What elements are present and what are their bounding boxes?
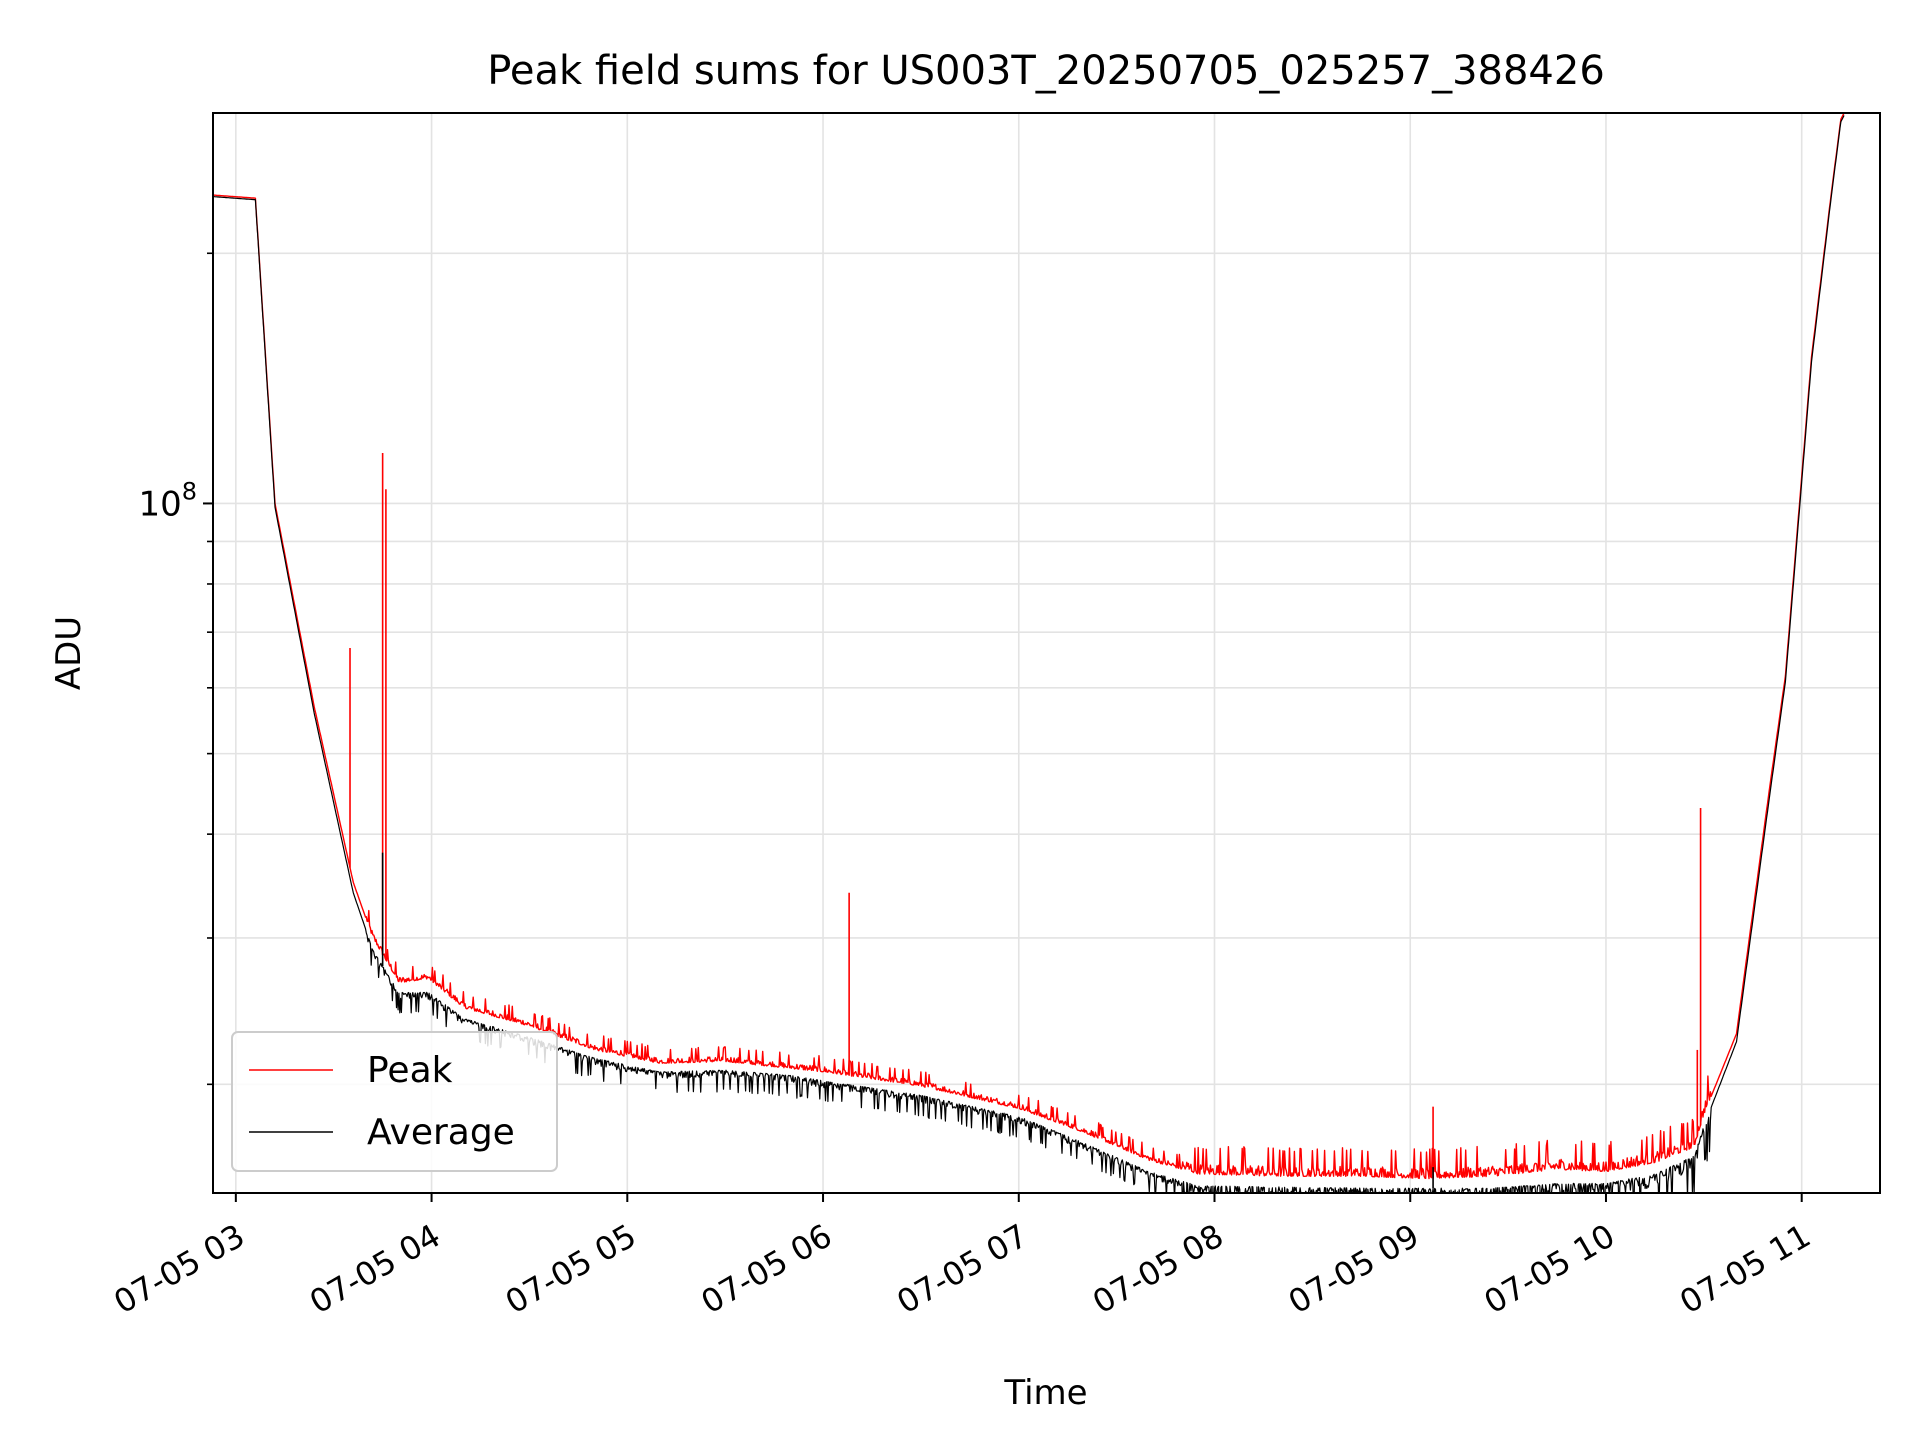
y-tick-label: 108 bbox=[138, 477, 197, 524]
plot-frame bbox=[212, 112, 1881, 1194]
legend-label-average: Average bbox=[367, 1112, 515, 1153]
legend-label-peak: Peak bbox=[367, 1050, 453, 1091]
series-line-peak bbox=[213, 113, 1845, 1180]
y-axis: 108 bbox=[138, 252, 213, 1086]
legend: Peak Average bbox=[231, 1031, 558, 1172]
y-axis-label: ADU bbox=[49, 616, 89, 690]
y-tick-base: 10 bbox=[138, 484, 181, 524]
grid-lines bbox=[213, 113, 1880, 1193]
x-axis-label: Time bbox=[1003, 1373, 1087, 1413]
y-tick-exponent: 8 bbox=[182, 477, 197, 505]
legend-box bbox=[231, 1031, 558, 1172]
chart-title: Peak field sums for US003T_20250705_0252… bbox=[487, 48, 1605, 94]
